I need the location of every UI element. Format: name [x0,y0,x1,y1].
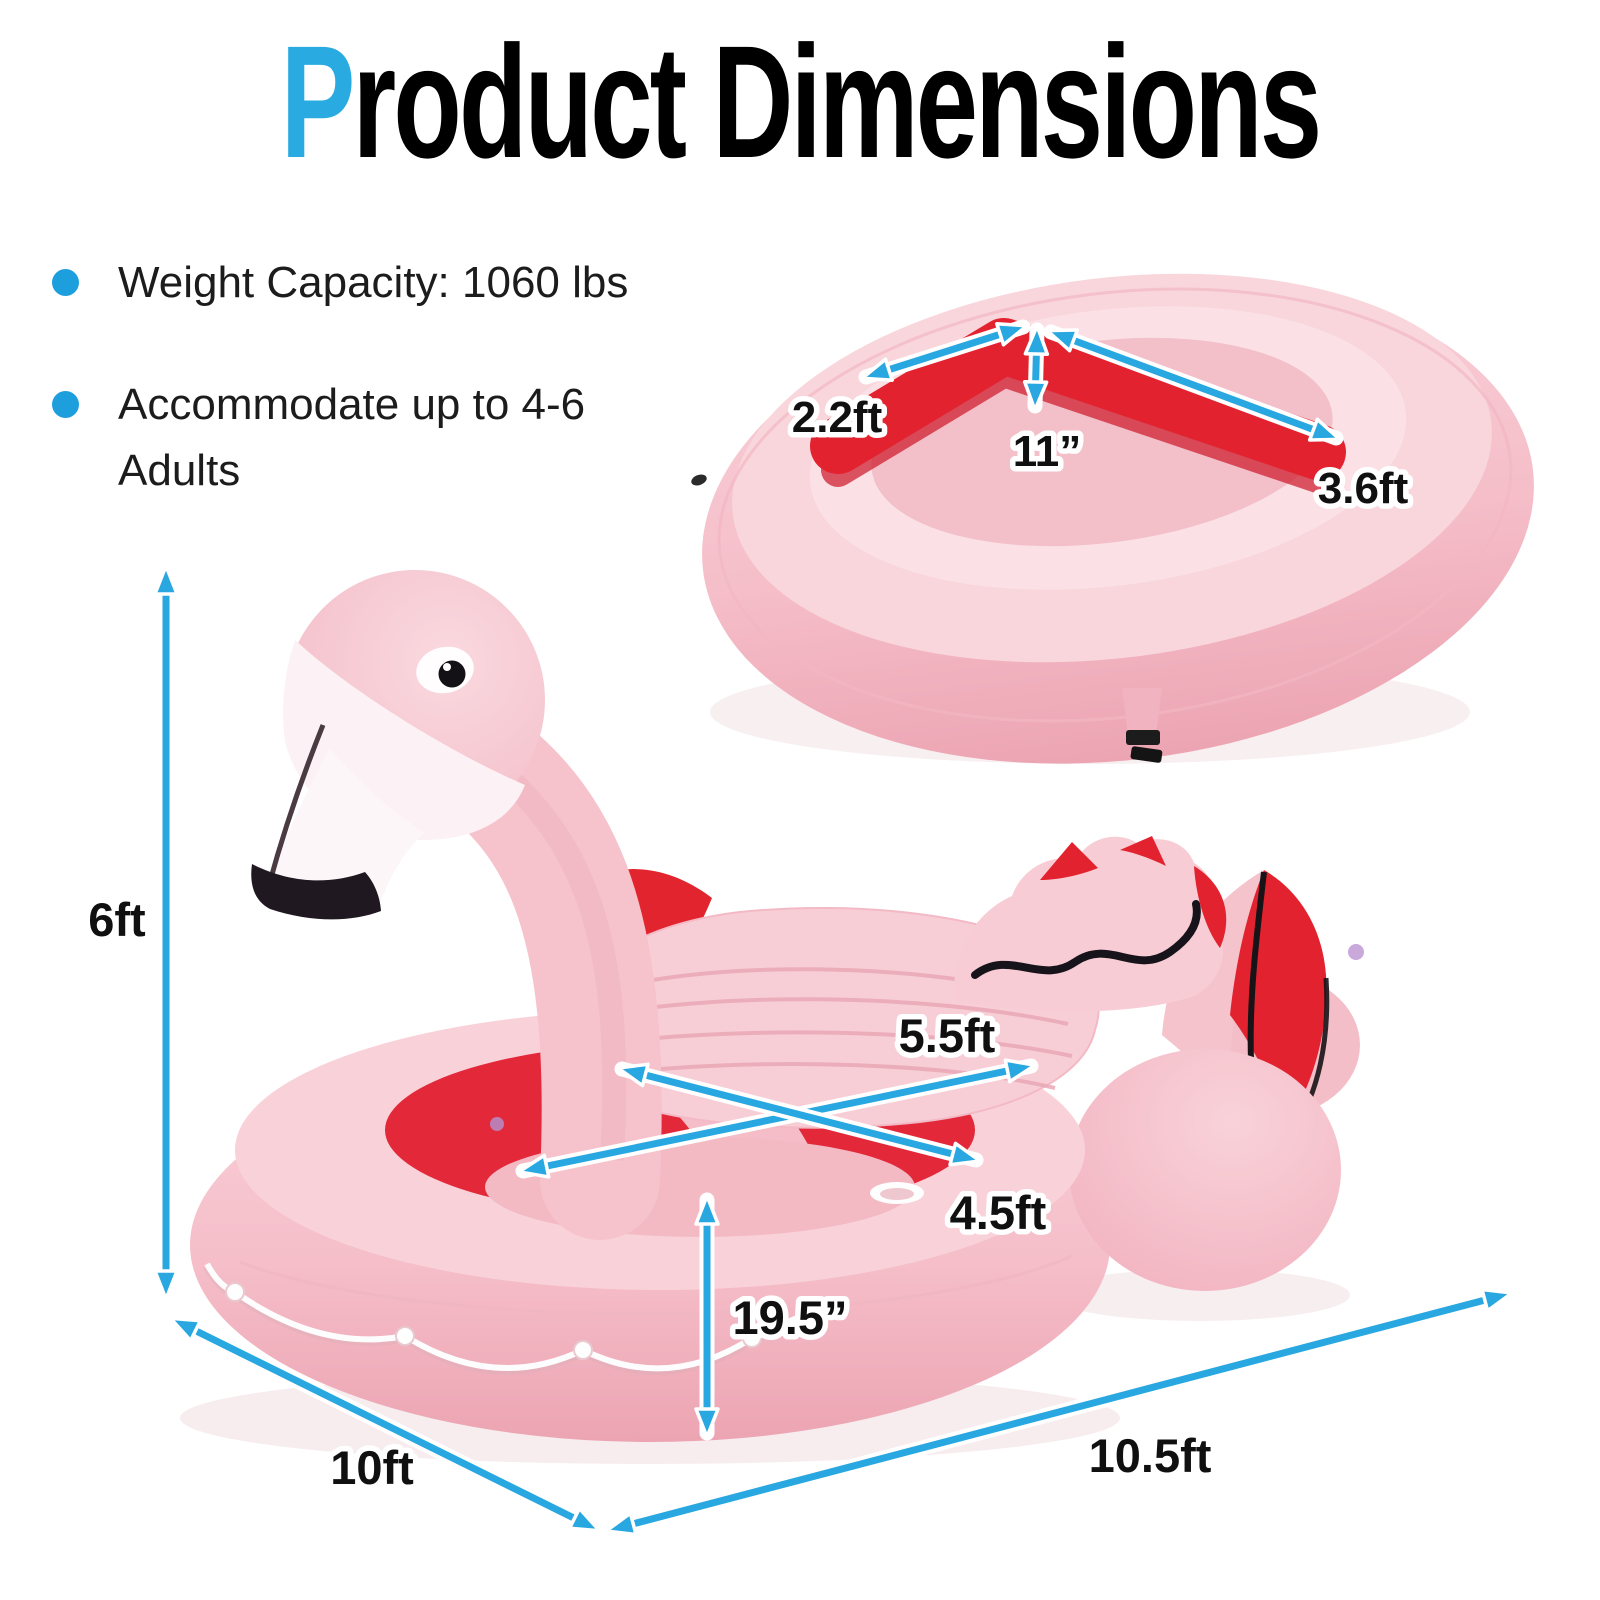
strap-tab [1122,688,1162,736]
tub-valve-nub [691,474,707,486]
backrest-width-arrow [858,319,1031,385]
body-valve [490,1117,504,1131]
cup-holder [870,1182,924,1204]
dimension-arrows [153,319,1516,1538]
backrest-depth-label: 11” [1013,427,1082,476]
bullet-dot-icon [52,269,79,296]
backrest-depth-arrow [1022,322,1050,414]
tail-valve [1348,944,1364,960]
strap-buckle-bottom [1130,746,1163,763]
inner-width-arrow [614,1061,984,1168]
tail-spike-pink [1162,870,1264,1100]
backrest-length-label: 3.6ft [1318,464,1409,513]
page-title-lead-letter: P [280,12,356,191]
inner-length-label: 5.5ft [899,1009,996,1062]
side-length-label: 10.5ft [1089,1429,1212,1482]
bullet-item-accommodate: Accommodate up to 4-6 Adults [52,372,652,504]
bullet-text-weight-capacity: Weight Capacity: 1060 lbs [118,258,629,307]
bullet-dot-icon [52,391,79,418]
side-width-arrow [166,1312,604,1537]
bullet-text-accommodate: Accommodate up to 4-6 Adults [118,380,586,495]
tail-seam-left [1247,871,1267,1061]
page-title: Product Dimensions [240,18,1360,186]
dimension-labels: 6ft 10ft 10.5ft 19.5” 5.5ft 4.5ft 2.2ft … [83,388,1414,1500]
page-title-rest: roduct Dimensions [352,12,1323,191]
flamingo-eye [416,646,474,694]
bullet-item-weight-capacity: Weight Capacity: 1060 lbs [52,250,652,316]
side-width-label: 10ft [330,1441,414,1494]
inner-width-label: 4.5ft [950,1186,1047,1239]
beak-ridge-line [266,724,326,886]
wing-crest-red-patches [1040,836,1227,948]
tail-front-ball [1069,1049,1341,1291]
beak-black-tip [251,864,381,920]
tube-height-label: 19.5” [733,1291,848,1344]
backrest-length-arrow [1043,324,1344,446]
wing-crest-black-wave [971,900,1201,979]
strap-buckle-top [1126,730,1160,745]
side-length-arrow [602,1286,1516,1538]
feature-bullet-list: Weight Capacity: 1060 lbs Accommodate up… [52,250,652,560]
backrest-width-label: 2.2ft [792,393,883,442]
beak [266,748,425,910]
height-label: 6ft [88,893,146,946]
